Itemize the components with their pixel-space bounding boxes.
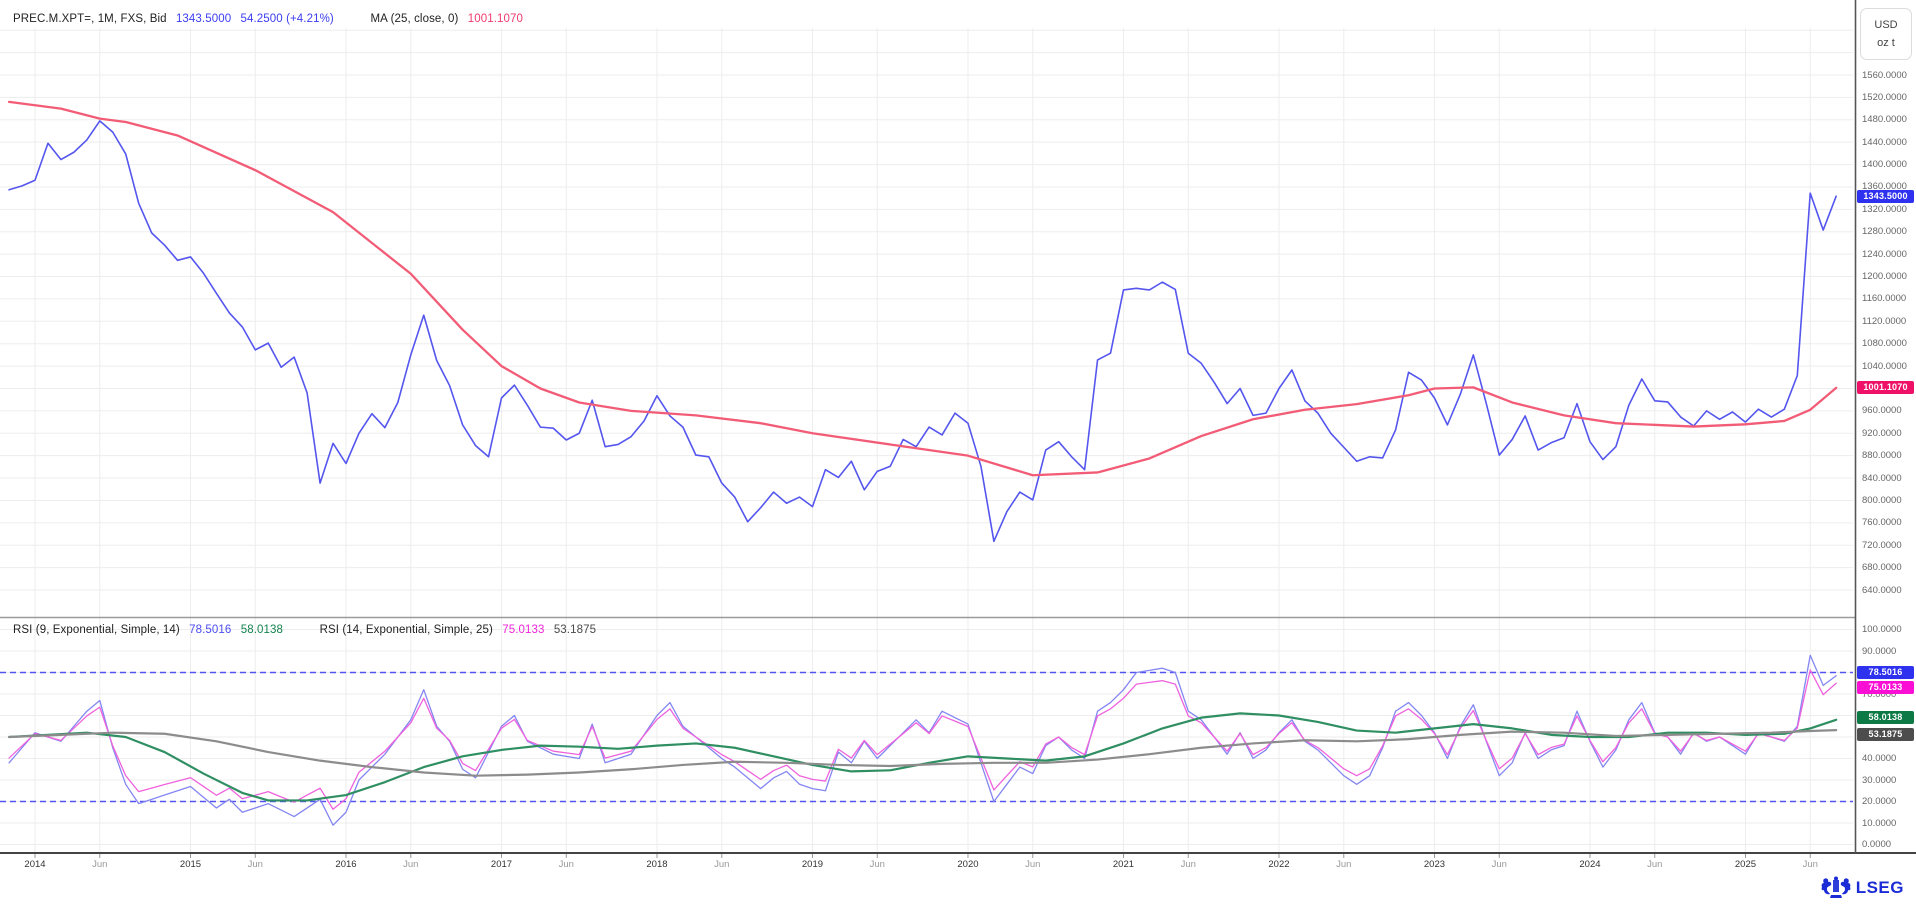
axis-value-badge: 1343.5000 [1857, 189, 1914, 203]
instrument-title: PREC.M.XPT=, 1M, FXS, Bid [13, 13, 167, 25]
price-tick-label: 640.0000 [1862, 584, 1902, 596]
date-label-month: Jun [403, 859, 419, 870]
price-tick-label: 1400.0000 [1862, 159, 1907, 171]
date-label-month: Jun [92, 859, 108, 870]
date-label-month: Jun [714, 859, 730, 870]
chart-canvas[interactable] [0, 0, 1916, 860]
date-label-year: 2015 [179, 859, 202, 870]
date-label-year: 2019 [801, 859, 824, 870]
axis-value-badge: 75.0133 [1857, 680, 1914, 694]
price-tick-label: 720.0000 [1862, 539, 1902, 551]
date-label-year: 2016 [335, 859, 357, 870]
date-label-month: Jun [1491, 859, 1507, 870]
ma-indicator-value: 1001.1070 [467, 13, 523, 25]
lseg-crest-icon [1821, 876, 1851, 898]
price-tick-label: 880.0000 [1862, 450, 1902, 462]
date-label-month: Jun [1180, 859, 1196, 870]
rsi-tick-label: 20.0000 [1862, 796, 1897, 807]
price-tick-label: 1080.0000 [1862, 338, 1907, 350]
date-label-month: Jun [1647, 859, 1663, 870]
date-label-month: Jun [1336, 859, 1352, 870]
date-label-month: Jun [1025, 859, 1041, 870]
price-tick-label: 1520.0000 [1862, 91, 1907, 103]
lseg-logo: LSEG [1821, 876, 1904, 900]
axis-value-badge: 58.0138 [1857, 711, 1914, 725]
rsi-tick-label: 100.0000 [1862, 624, 1902, 635]
date-label-month: Jun [558, 859, 574, 870]
rsi-tick-label: 10.0000 [1862, 817, 1897, 829]
axis-value-badge: 78.5016 [1857, 666, 1914, 680]
price-tick-label: 680.0000 [1862, 562, 1902, 574]
lseg-wordmark: LSEG [1855, 878, 1904, 897]
axis-value-badge: 53.1875 [1857, 727, 1914, 741]
rsi1-label: RSI (9, Exponential, Simple, 14) [13, 624, 180, 636]
date-label-month: Jun [1802, 859, 1818, 870]
rsi2-label: RSI (14, Exponential, Simple, 25) [319, 624, 493, 636]
date-label-year: 2025 [1734, 859, 1757, 870]
rsi-tick-label: 90.0000 [1862, 645, 1897, 657]
axis-value-badge: 1001.1070 [1857, 381, 1914, 395]
date-label-year: 2018 [646, 859, 668, 870]
platinum_price_bid-line [8, 120, 1837, 543]
date-label-year: 2017 [490, 859, 513, 870]
price-tick-label: 1040.0000 [1862, 360, 1907, 372]
rsi_9_smoothed_14-line [7, 712, 1838, 802]
rsi-tick-label: 30.0000 [1862, 774, 1897, 786]
rsi-tick-label: 40.0000 [1862, 753, 1897, 764]
price-tick-label: 920.0000 [1862, 427, 1902, 439]
rsi_9-line [8, 654, 1837, 826]
price-change-value: 54.2500 (+4.21%) [240, 13, 334, 25]
rsi-tick-label: 0.0000 [1862, 839, 1892, 850]
date-label-year: 2021 [1112, 859, 1135, 870]
rsi-pane-legend: RSI (9, Exponential, Simple, 14) 78.5016… [13, 624, 602, 636]
rsi-tick-label: 70.0000 [1862, 688, 1897, 700]
rsi2-smooth-value: 53.1875 [553, 624, 597, 636]
rsi2-value: 75.0133 [502, 624, 545, 636]
date-label-month: Jun [869, 859, 885, 870]
date-label-year: 2020 [957, 859, 979, 870]
date-label-year: 2022 [1268, 859, 1290, 870]
ma-indicator-label: MA (25, close, 0) [370, 13, 459, 25]
date-label-year: 2023 [1423, 859, 1446, 870]
price-tick-label: 1480.0000 [1862, 114, 1907, 126]
price-tick-label: 1240.0000 [1862, 248, 1907, 260]
price-tick-label: 1120.0000 [1862, 315, 1907, 327]
main-chart-legend: PREC.M.XPT=, 1M, FXS, Bid 1343.5000 54.2… [13, 13, 529, 25]
weight-unit-label: oz t [1877, 37, 1895, 49]
price-tick-label: 1280.0000 [1862, 226, 1907, 238]
price-tick-label: 1560.0000 [1862, 69, 1907, 81]
rsi1-value: 78.5016 [189, 624, 232, 636]
price-tick-label: 760.0000 [1862, 517, 1902, 529]
price-tick-label: 1200.0000 [1862, 271, 1907, 283]
ma_25_close-line [7, 100, 1838, 477]
date-label-month: Jun [247, 859, 263, 870]
price-tick-label: 1360.0000 [1862, 181, 1907, 193]
date-label-year: 2024 [1579, 859, 1601, 870]
price-tick-label: 840.0000 [1862, 472, 1902, 484]
price-tick-label: 1440.0000 [1862, 136, 1907, 148]
price-tick-label: 1320.0000 [1862, 203, 1907, 215]
axis-unit-box: USD oz t [1860, 8, 1912, 60]
price-tick-label: 800.0000 [1862, 494, 1902, 506]
rsi_14-line [8, 669, 1837, 810]
date-label-year: 2014 [24, 859, 46, 870]
currency-unit-label: USD [1874, 19, 1898, 31]
price-tick-label: 960.0000 [1862, 405, 1902, 417]
rsi_14_smoothed_25-line [7, 729, 1838, 777]
rsi1-smooth-value: 58.0138 [240, 624, 283, 636]
price-tick-label: 1160.0000 [1862, 293, 1907, 305]
last-price-value: 1343.5000 [175, 13, 232, 25]
